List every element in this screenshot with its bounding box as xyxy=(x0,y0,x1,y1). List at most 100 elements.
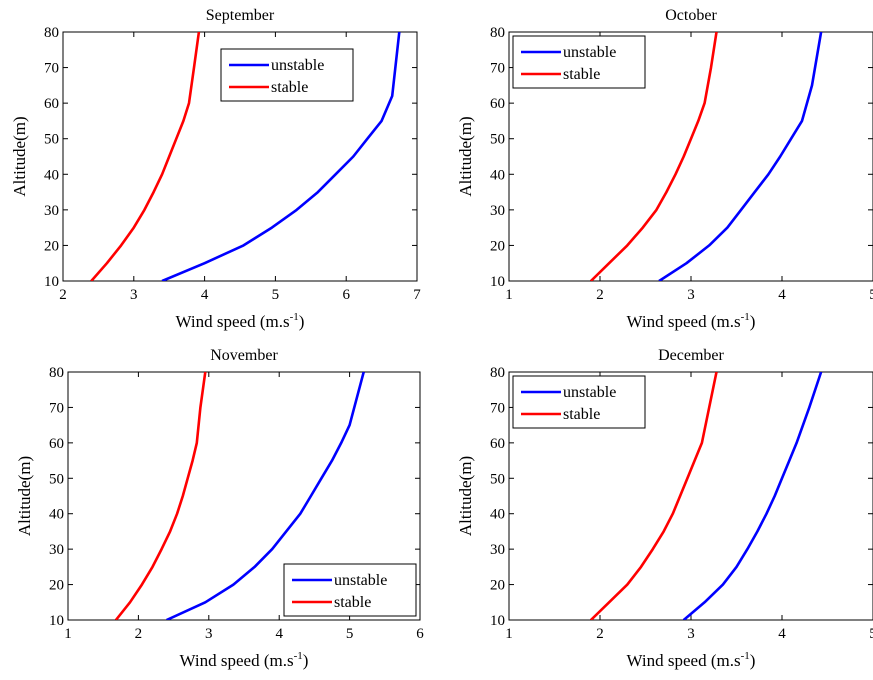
chart-1-ytick-label: 20 xyxy=(44,238,59,254)
chart-3-ytick-label: 20 xyxy=(49,578,64,594)
chart-3-xlabel-sup: -1 xyxy=(294,650,303,662)
chart-4-xtick-label: 4 xyxy=(778,626,786,642)
chart-1: September 2 3 4 5 6 7 10 20 30 40 50 60 70 80 Altitude(… xyxy=(10,7,421,331)
chart-2-ytick-label: 60 xyxy=(490,96,505,112)
chart-1-ytick-label: 30 xyxy=(44,203,59,219)
chart-2-ytick-label: 50 xyxy=(490,132,505,148)
chart-1-title: September xyxy=(206,7,275,24)
chart-4-ytick-label: 80 xyxy=(490,365,505,381)
chart-4-xtick-label: 5 xyxy=(869,626,873,642)
chart-1-xtick-label: 5 xyxy=(272,287,280,303)
chart-1-xtick-label: 6 xyxy=(342,287,350,303)
chart-4-legend-box xyxy=(512,375,646,429)
chart-2-ytick-label: 70 xyxy=(490,61,505,77)
chart-4-xtick-label: 1 xyxy=(505,626,513,642)
chart-4-ytick-label: 30 xyxy=(490,542,505,558)
chart-3-series-unstable-line xyxy=(166,372,365,620)
chart-1-xlabel-sup: -1 xyxy=(290,311,299,323)
chart-2-xlabel-close: ) xyxy=(750,312,756,331)
chart-4-legend: unstable stable xyxy=(512,375,646,429)
chart-3-xtick-label: 1 xyxy=(64,626,72,642)
chart-2-ytick-label: 40 xyxy=(490,167,505,183)
chart-3-xtick-label: 5 xyxy=(346,626,354,642)
chart-4-title: December xyxy=(658,347,724,364)
chart-3-series-stable-line xyxy=(114,372,207,620)
chart-4: December 1 2 3 4 5 10 20 30 40 50 60 70 80 Altitude(m)… xyxy=(456,347,873,670)
chart-4-legend-label-stable: stable xyxy=(563,406,600,423)
chart-1-legend-label-unstable: unstable xyxy=(271,57,324,74)
chart-1-xtick-label: 3 xyxy=(130,287,138,303)
chart-4-xlabel-main: Wind speed (m.s xyxy=(627,651,741,670)
chart-1-series-unstable-line xyxy=(161,32,401,281)
chart-2-legend: unstable stable xyxy=(512,35,646,89)
chart-2-xtick-label: 5 xyxy=(869,287,873,303)
chart-1-xlabel-close: ) xyxy=(299,312,305,331)
chart-2-series-stable-line xyxy=(589,32,718,281)
chart-2-xtick-label: 1 xyxy=(505,287,513,303)
chart-1-legend: unstable stable xyxy=(220,48,354,102)
chart-1-ytick-label: 60 xyxy=(44,96,59,112)
chart-2-legend-label-stable: stable xyxy=(563,66,600,83)
chart-4-ytick-label: 20 xyxy=(490,578,505,594)
chart-3-ytick-label: 50 xyxy=(49,471,64,487)
chart-2-ylabel: Altitude(m) xyxy=(456,116,475,196)
chart-1-ytick-label: 10 xyxy=(44,274,59,290)
chart-3-legend-label-unstable: unstable xyxy=(334,572,387,589)
chart-2-title: October xyxy=(665,7,717,24)
chart-3-ytick-label: 10 xyxy=(49,613,64,629)
chart-1-ylabel: Altitude(m) xyxy=(10,116,29,196)
chart-2-ytick-label: 10 xyxy=(490,274,505,290)
chart-3-title: November xyxy=(210,347,278,364)
chart-1-series-stable-line xyxy=(90,32,201,281)
chart-4-xtick-label: 3 xyxy=(687,626,695,642)
chart-2-xtick-label: 3 xyxy=(687,287,695,303)
chart-4-ylabel: Altitude(m) xyxy=(456,456,475,536)
chart-2-ytick-label: 30 xyxy=(490,203,505,219)
chart-1-ytick-label: 70 xyxy=(44,61,59,77)
chart-2-xlabel-main: Wind speed (m.s xyxy=(627,312,741,331)
chart-1-xtick-label: 4 xyxy=(201,287,209,303)
chart-2-ytick-label: 20 xyxy=(490,238,505,254)
chart-1-legend-box xyxy=(220,48,354,102)
chart-3-ytick-label: 30 xyxy=(49,542,64,558)
chart-3-xtick-label: 4 xyxy=(275,626,283,642)
chart-4-series-unstable-line xyxy=(682,372,823,620)
chart-4-series-stable-line xyxy=(589,372,718,620)
chart-3-ytick-label: 40 xyxy=(49,507,64,523)
chart-3-xtick-label: 2 xyxy=(135,626,143,642)
chart-2-legend-box xyxy=(512,35,646,89)
chart-4-ytick-label: 70 xyxy=(490,400,505,416)
chart-2-legend-label-unstable: unstable xyxy=(563,44,616,61)
chart-3-xlabel: Wind speed (m.s-1) xyxy=(180,650,309,670)
chart-4-xlabel: Wind speed (m.s-1) xyxy=(627,650,756,670)
chart-3-ytick-label: 80 xyxy=(49,365,64,381)
chart-2-series-unstable-line xyxy=(658,32,823,281)
chart-1-ytick-label: 40 xyxy=(44,167,59,183)
chart-3-xlabel-close: ) xyxy=(303,651,309,670)
chart-4-xlabel-close: ) xyxy=(750,651,756,670)
chart-2-xlabel-sup: -1 xyxy=(741,311,750,323)
chart-3-xtick-label: 3 xyxy=(205,626,213,642)
chart-3-ytick-label: 60 xyxy=(49,436,64,452)
chart-1-xtick-label: 7 xyxy=(413,287,421,303)
chart-3-legend-box xyxy=(283,563,417,617)
chart-2: October 1 2 3 4 5 10 20 30 40 50 60 70 80 Altitude(m) W… xyxy=(456,7,873,331)
chart-1-xlabel: Wind speed (m.s-1) xyxy=(176,311,305,331)
chart-3-legend-label-stable: stable xyxy=(334,594,371,611)
chart-2-xtick-label: 4 xyxy=(778,287,786,303)
chart-2-ytick-label: 80 xyxy=(490,25,505,41)
chart-3: November 1 2 3 4 5 6 10 20 30 40 50 60 70 80 Altitude(m… xyxy=(15,347,424,670)
chart-4-ytick-label: 50 xyxy=(490,471,505,487)
chart-1-ytick-label: 80 xyxy=(44,25,59,41)
chart-3-legend: unstable stable xyxy=(283,563,417,617)
chart-3-ylabel: Altitude(m) xyxy=(15,456,34,536)
chart-4-ytick-label: 60 xyxy=(490,436,505,452)
chart-1-xtick-label: 2 xyxy=(59,287,67,303)
chart-1-legend-label-stable: stable xyxy=(271,79,308,96)
chart-4-xlabel-sup: -1 xyxy=(741,650,750,662)
chart-3-xtick-label: 6 xyxy=(416,626,424,642)
chart-1-ytick-label: 50 xyxy=(44,132,59,148)
chart-2-xlabel: Wind speed (m.s-1) xyxy=(627,311,756,331)
chart-3-xlabel-main: Wind speed (m.s xyxy=(180,651,294,670)
